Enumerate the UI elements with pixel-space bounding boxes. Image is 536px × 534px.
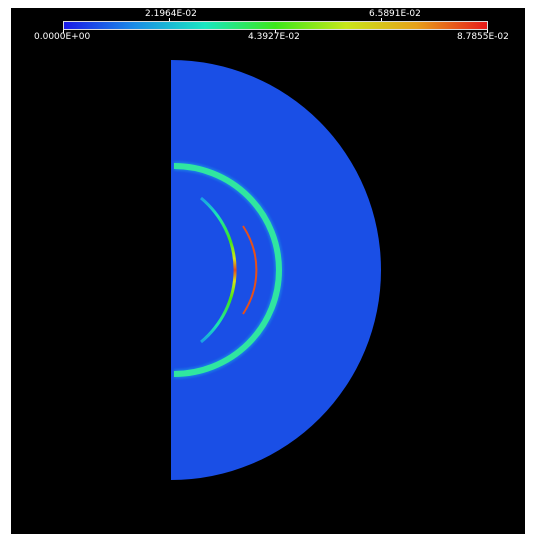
colorbar-tick-label: 0.0000E+00 xyxy=(34,32,91,42)
wavefront-ridge xyxy=(200,196,237,344)
colorbar-tick xyxy=(169,18,170,21)
colorbar-tick-label: 2.1964E-02 xyxy=(145,9,197,19)
colorbar-tick xyxy=(487,30,488,33)
colorbar-tick xyxy=(63,30,64,33)
colorbar-gradient xyxy=(63,21,488,30)
wavefront-band xyxy=(173,163,282,377)
colorbar-tick xyxy=(381,18,382,21)
visualization-viewport: 2.1964E-02 6.5891E-02 0.0000E+00 4.3927E… xyxy=(11,8,525,534)
colorbar-tick-label: 6.5891E-02 xyxy=(369,9,421,19)
field-plot xyxy=(171,60,381,480)
wavefront-peak xyxy=(242,225,258,315)
colorbar-tick xyxy=(275,30,276,33)
colorbar-tick-label: 8.7855E-02 xyxy=(457,32,509,42)
colorbar-tick-label: 4.3927E-02 xyxy=(248,32,300,42)
